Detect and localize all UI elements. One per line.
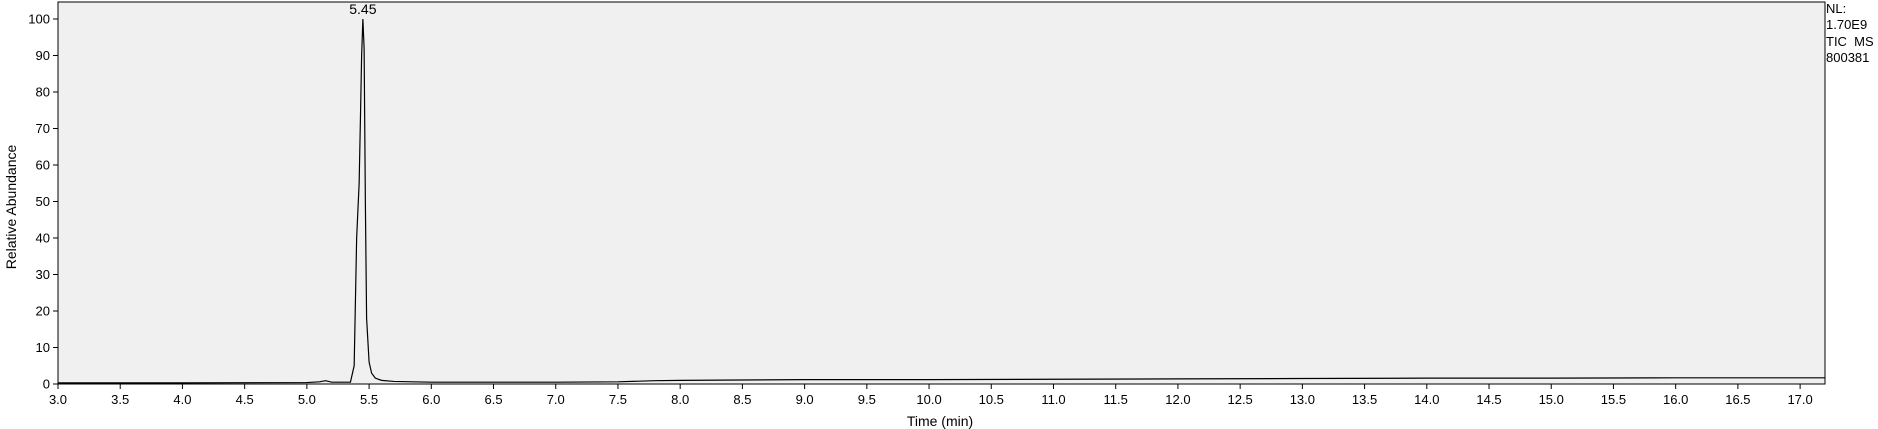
x-tick-label: 5.5 <box>360 392 378 407</box>
x-tick-label: 15.0 <box>1539 392 1564 407</box>
x-tick-label: 10.0 <box>916 392 941 407</box>
nl-label: NL: <box>1826 1 1846 16</box>
x-tick-label: 3.0 <box>49 392 67 407</box>
x-tick-label: 10.5 <box>979 392 1004 407</box>
y-tick-label: 80 <box>36 85 50 100</box>
x-tick-label: 6.5 <box>484 392 502 407</box>
sample-id: 800381 <box>1826 50 1869 65</box>
y-tick-label: 0 <box>43 377 50 392</box>
x-tick-label: 13.5 <box>1352 392 1377 407</box>
plot-area <box>57 1 1826 385</box>
y-tick-label: 30 <box>36 267 50 282</box>
x-tick-label: 17.0 <box>1787 392 1812 407</box>
x-tick-label: 12.5 <box>1227 392 1252 407</box>
x-tick-label: 14.5 <box>1476 392 1501 407</box>
series-line <box>58 18 1825 384</box>
y-tick-label: 20 <box>36 304 50 319</box>
x-tick-label: 9.0 <box>796 392 814 407</box>
y-tick-label: 70 <box>36 121 50 136</box>
x-tick-label: 7.5 <box>609 392 627 407</box>
x-axis: 3.0 3.5 4.0 4.5 5.0 5.5 6.0 6.5 7.0 7.5 8.0 8.5 9.0 9… <box>49 384 1813 407</box>
x-tick-label: 16.5 <box>1725 392 1750 407</box>
y-axis-title: Relative Abundance <box>3 145 19 270</box>
scan-filter: TIC MS <box>1826 34 1874 49</box>
x-tick-label: 8.5 <box>733 392 751 407</box>
peak-annotation: 5.45 <box>349 1 376 17</box>
x-tick-label: 3.5 <box>111 392 129 407</box>
x-tick-label: 11.0 <box>1041 392 1065 407</box>
x-tick-label: 9.5 <box>858 392 876 407</box>
x-tick-label: 5.0 <box>298 392 316 407</box>
y-tick-label: 40 <box>36 231 50 246</box>
y-tick-label: 60 <box>36 158 50 173</box>
nl-value: 1.70E9 <box>1826 17 1867 32</box>
x-tick-label: 16.0 <box>1663 392 1688 407</box>
x-tick-label: 15.5 <box>1601 392 1626 407</box>
x-tick-label: 7.0 <box>547 392 565 407</box>
x-tick-label: 4.0 <box>173 392 191 407</box>
y-axis: 0 10 20 30 40 50 60 70 80 90 100 <box>28 12 58 392</box>
y-tick-label: 50 <box>36 194 50 209</box>
y-tick-label: 10 <box>36 340 50 355</box>
x-tick-label: 8.0 <box>671 392 689 407</box>
x-tick-label: 13.0 <box>1290 392 1315 407</box>
x-tick-label: 11.5 <box>1104 392 1128 407</box>
y-tick-label: 100 <box>28 12 50 27</box>
x-tick-label: 12.0 <box>1165 392 1190 407</box>
x-tick-label: 6.0 <box>422 392 440 407</box>
y-tick-label: 90 <box>36 48 50 63</box>
x-tick-label: 4.5 <box>236 392 254 407</box>
x-axis-title: Time (min) <box>907 413 973 429</box>
x-tick-label: 14.0 <box>1414 392 1439 407</box>
